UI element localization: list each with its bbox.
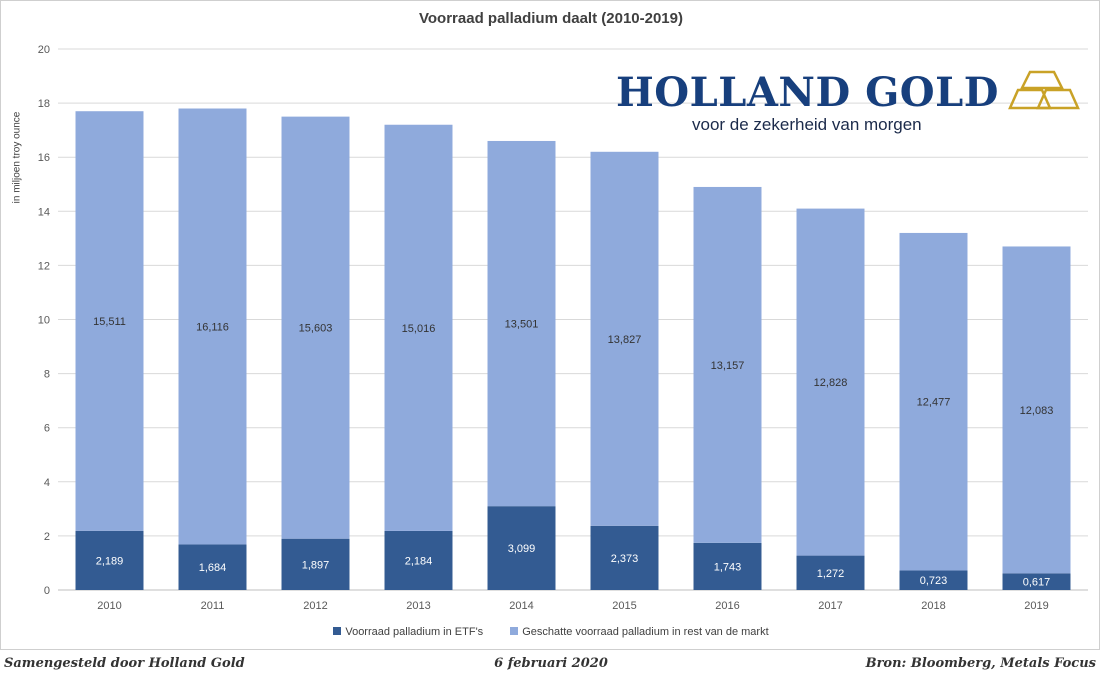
bar-etf (590, 525, 659, 590)
bar-market (384, 124, 453, 531)
legend-item-etf: Voorraad palladium in ETF's (333, 626, 483, 638)
data-label: 12,828 (814, 377, 848, 389)
x-tick-label: 2017 (818, 600, 842, 612)
data-label: 12,083 (1020, 405, 1054, 417)
data-label: 2,184 (405, 555, 433, 567)
data-label: 3,099 (508, 543, 536, 555)
bar-etf (693, 542, 762, 590)
y-tick-label: 4 (44, 477, 50, 489)
footer-credit: Samengesteld door Holland Gold (4, 656, 245, 671)
legend: Voorraad palladium in ETF's Geschatte vo… (0, 626, 1102, 638)
bar-market (796, 208, 865, 556)
y-tick-label: 2 (44, 531, 50, 543)
data-label: 1,272 (817, 568, 845, 580)
data-label: 16,116 (196, 321, 229, 333)
data-label: 12,477 (917, 397, 951, 409)
x-tick-label: 2016 (715, 600, 739, 612)
chart-frame (0, 0, 1100, 650)
x-tick-label: 2015 (612, 600, 636, 612)
data-label: 2,373 (611, 553, 639, 565)
bar-etf (281, 538, 350, 590)
bars (75, 108, 1071, 590)
footer-source: Bron: Bloomberg, Metals Focus (865, 656, 1096, 671)
x-tick-label: 2013 (406, 600, 430, 612)
bar-etf (75, 530, 144, 590)
bar-etf (487, 506, 556, 590)
gold-bar-top (1019, 70, 1065, 90)
bar-market (1002, 246, 1071, 574)
data-label: 0,617 (1023, 577, 1051, 589)
data-label: 1,743 (714, 561, 742, 573)
y-tick-label: 10 (38, 315, 50, 327)
bar-market (487, 140, 556, 507)
bar-etf (899, 570, 968, 590)
x-tick-label: 2014 (509, 600, 533, 612)
bar-chart: 2,189 15,511 1,684 16,116 1,897 15,603 2,184 15… (38, 44, 1088, 612)
gold-bar-right (1036, 88, 1080, 110)
data-label: 13,157 (711, 360, 745, 372)
y-tick-label: 0 (44, 585, 50, 597)
data-label: 1,897 (302, 559, 330, 571)
data-label: 15,511 (93, 316, 126, 328)
legend-swatch-etf (333, 627, 342, 635)
data-label: 1,684 (199, 562, 227, 574)
data-label: 15,603 (299, 323, 333, 335)
data-label: 0,723 (920, 575, 948, 587)
holland-gold-logo: HOLLAND GOLD voor de zekerheid van morge… (616, 70, 1088, 140)
bar-market (75, 111, 144, 531)
legend-label-market: Geschatte voorraad palladium in rest van… (522, 626, 769, 638)
bar-etf (796, 555, 865, 590)
y-tick-label: 20 (38, 44, 50, 56)
x-tick-label: 2018 (921, 600, 945, 612)
x-tick-label: 2011 (201, 600, 225, 612)
y-tick-label: 16 (38, 152, 50, 164)
data-label: 13,501 (505, 319, 539, 331)
x-tick-label: 2012 (303, 600, 327, 612)
legend-swatch-market (510, 627, 519, 635)
logo-wordmark: HOLLAND GOLD (616, 69, 999, 116)
y-tick-label: 14 (38, 206, 50, 218)
bar-etf (1002, 573, 1071, 590)
legend-label-etf: Voorraad palladium in ETF's (345, 626, 484, 638)
data-label: 2,189 (96, 555, 124, 567)
legend-item-market: Geschatte voorraad palladium in rest van… (510, 626, 769, 638)
bar-market (590, 151, 659, 526)
chart-title: Voorraad palladium daalt (2010-2019) (419, 10, 683, 27)
y-tick-label: 18 (38, 98, 50, 110)
data-labels: 2,189 15,511 1,684 16,116 1,897 15,603 2,184 15… (93, 316, 1053, 589)
data-label: 15,016 (402, 323, 436, 335)
y-tick-label: 12 (38, 260, 50, 272)
bar-market (899, 232, 968, 571)
data-label: 13,827 (608, 334, 642, 346)
bar-etf (384, 530, 453, 590)
logo-tagline: voor de zekerheid van morgen (692, 115, 922, 134)
y-tick-label: 6 (44, 423, 50, 435)
bar-market (281, 116, 350, 539)
gold-bars-icon (1008, 70, 1080, 110)
axis-ticks: 0 2 4 6 8 10 12 14 16 18 20 2010 2011 2012 2013 2014 201… (38, 44, 1049, 612)
footer-date: 6 februari 2020 (494, 656, 608, 671)
bar-market (693, 186, 762, 543)
x-tick-label: 2019 (1024, 600, 1048, 612)
y-tick-label: 8 (44, 369, 50, 381)
bar-market (178, 108, 247, 545)
bar-etf (178, 544, 247, 590)
footer: Samengesteld door Holland Gold 6 februar… (0, 656, 1102, 676)
x-tick-label: 2010 (97, 600, 121, 612)
